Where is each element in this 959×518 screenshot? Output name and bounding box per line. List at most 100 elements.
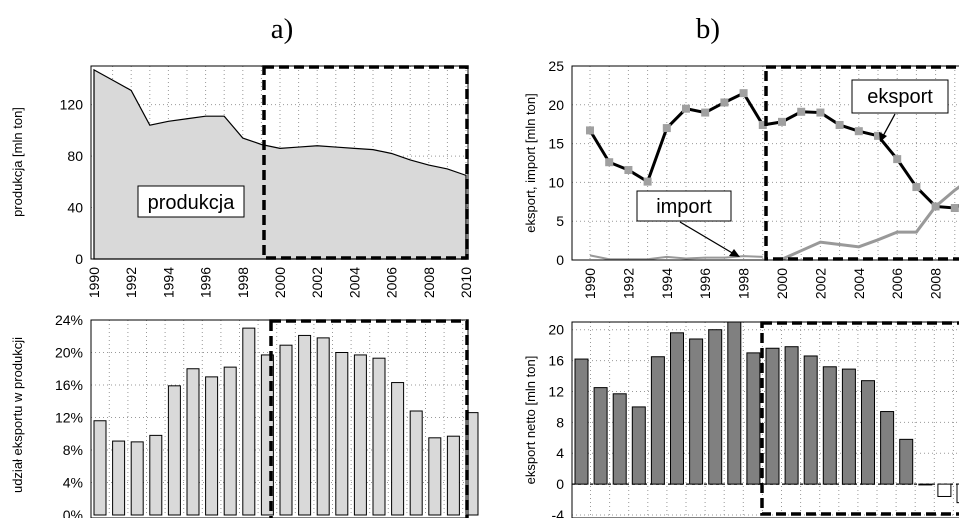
- y-tick-label: 4: [556, 445, 564, 461]
- bar: [409, 410, 423, 516]
- y-tick-label: 16%: [55, 377, 83, 393]
- arrow-eksport: [881, 113, 896, 139]
- y-axis-label: eksport, import [mln ton]: [523, 93, 538, 232]
- label-eksport: eksport: [867, 86, 933, 108]
- x-tick-label: 2008: [928, 268, 944, 299]
- y-tick-label: 25: [548, 58, 564, 74]
- bar: [784, 346, 799, 485]
- marker-eksport: [816, 108, 825, 117]
- annotation-produkcja: produkcja: [148, 192, 236, 214]
- y-tick-label: 10: [548, 174, 564, 190]
- y-tick-label: 0: [75, 251, 83, 267]
- series-line-import: [781, 185, 959, 261]
- bar: [765, 347, 780, 485]
- bar: [93, 420, 107, 516]
- x-tick-label: 1996: [198, 267, 214, 298]
- x-tick-label: 1994: [160, 267, 176, 298]
- series-line-import-early: [589, 254, 763, 261]
- y-axis-label: eksport netto [mln ton]: [523, 356, 538, 485]
- bar: [335, 352, 349, 516]
- marker-eksport: [624, 165, 633, 174]
- x-tick-label: 2006: [889, 268, 905, 299]
- x-tick-label: 2004: [851, 268, 867, 299]
- x-tick-label: 1998: [235, 267, 251, 298]
- period-highlight-box: [764, 65, 959, 261]
- bar: [880, 411, 895, 485]
- bar: [956, 483, 959, 504]
- marker-eksport: [778, 117, 786, 126]
- bar: [746, 352, 761, 485]
- annotation-box: [137, 185, 245, 218]
- y-tick-label: 15: [548, 136, 564, 152]
- y-tick-label: 20%: [55, 345, 83, 361]
- legend-box-eksport: [851, 79, 949, 114]
- label-import: import: [656, 196, 712, 218]
- chart-net-export: -4 0 4 8 12 16 20 eksport netto [mln ton]: [523, 321, 959, 518]
- bar: [593, 387, 608, 485]
- period-highlight-box: [269, 319, 469, 518]
- y-tick-label: 16: [548, 353, 564, 369]
- bar: [841, 368, 856, 485]
- x-tick-label: 1998: [736, 268, 752, 299]
- y-tick-label: 24%: [55, 312, 83, 328]
- x-tick-label: 2010: [458, 267, 474, 298]
- marker-eksport: [586, 126, 594, 135]
- y-tick-label: 5: [556, 213, 564, 229]
- bar: [316, 337, 330, 516]
- x-tick-label: 1992: [123, 267, 139, 298]
- marker-eksport: [835, 120, 844, 129]
- y-axis-label: udział eksportu w produkcji: [10, 337, 25, 493]
- y-axis-label: produkcja [mln ton]: [10, 107, 25, 217]
- bar: [861, 380, 875, 485]
- caption-b: b): [696, 13, 720, 45]
- bar: [242, 327, 256, 516]
- bar: [149, 434, 163, 516]
- bar: [899, 438, 914, 485]
- bar: [428, 437, 442, 516]
- bar: [372, 357, 386, 516]
- marker-eksport: [739, 89, 748, 98]
- y-tick-label: -4: [552, 507, 565, 518]
- y-tick-label: 8: [556, 414, 564, 430]
- marker-eksport: [931, 202, 940, 211]
- bar: [727, 321, 742, 485]
- y-tick-label: 12: [548, 383, 564, 399]
- bar: [391, 382, 405, 516]
- bar: [689, 338, 704, 485]
- marker-eksport: [643, 177, 652, 186]
- marker-eksport: [912, 183, 921, 192]
- y-tick-label: 12%: [55, 410, 83, 426]
- y-tick-label: 20: [548, 322, 564, 338]
- marker-eksport: [720, 98, 729, 107]
- x-tick-label: 2006: [384, 267, 400, 298]
- x-tick-label: 1994: [659, 268, 675, 299]
- x-tick-label: 1992: [620, 268, 636, 299]
- y-tick-label: 120: [60, 97, 84, 113]
- bar: [223, 366, 237, 516]
- marker-eksport: [605, 158, 614, 167]
- marker-eksport: [893, 155, 902, 164]
- x-tick-label: 1990: [86, 267, 102, 298]
- y-tick-label: 4%: [63, 475, 83, 491]
- x-tick-label: 1996: [697, 268, 713, 299]
- chart-export-import: 0 5 10 15 20 25 1990 1992 1994 1996 1998 2000 2002 20…: [523, 58, 959, 299]
- bar: [670, 332, 684, 485]
- marker-eksport: [758, 120, 767, 129]
- x-tick-label: 2000: [774, 268, 790, 299]
- marker-eksport: [701, 108, 710, 117]
- arrowhead-eksport: [879, 132, 887, 142]
- arrow-import: [679, 221, 735, 255]
- caption-a: a): [271, 13, 294, 45]
- x-tick-label: 1990: [582, 268, 598, 299]
- marker-eksport: [854, 127, 863, 136]
- y-tick-label: 80: [67, 148, 83, 164]
- bar: [130, 441, 144, 516]
- bar: [353, 354, 367, 516]
- bar: [205, 376, 219, 516]
- bar: [574, 358, 589, 485]
- bar: [167, 385, 181, 516]
- bar: [279, 344, 293, 516]
- period-highlight-box: [760, 321, 959, 516]
- bar: [803, 355, 818, 485]
- marker-eksport: [797, 107, 806, 116]
